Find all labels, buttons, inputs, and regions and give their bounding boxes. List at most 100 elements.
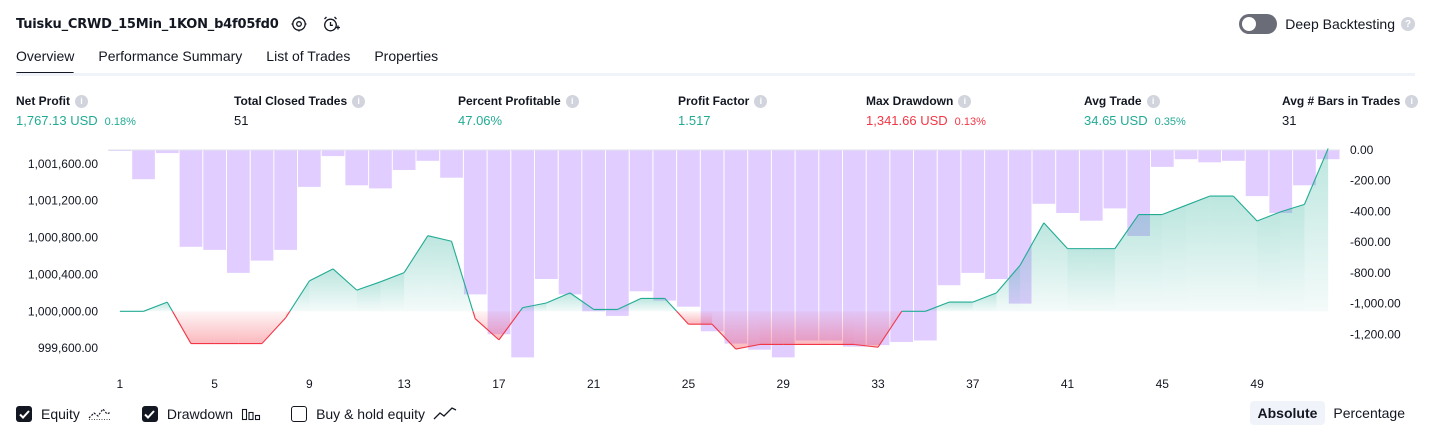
tab-overview[interactable]: Overview xyxy=(16,44,75,75)
equity-line-segment xyxy=(289,280,310,312)
drawdown-tick-label: -200.00 xyxy=(1350,174,1391,188)
equity-line-segment xyxy=(1256,211,1281,222)
metric-label: Net Profit xyxy=(16,94,70,108)
equity-area-segment xyxy=(238,311,262,344)
legend-label: Equity xyxy=(41,406,80,422)
drawdown-bar xyxy=(179,150,203,247)
equity-line-icon xyxy=(88,407,112,421)
drawdown-bar xyxy=(724,150,748,344)
metric-percent: 0.18% xyxy=(104,116,136,128)
checkbox-unchecked-icon[interactable] xyxy=(291,406,308,422)
equity-line-segment xyxy=(1303,148,1329,205)
equity-area-segment xyxy=(854,311,878,348)
equity-drawdown-chart[interactable]: 1,001,600.00 1,001,200.00 1,000,800.00 1,00… xyxy=(0,140,1431,398)
drawdown-bar xyxy=(274,150,297,250)
gear-icon[interactable] xyxy=(287,12,311,36)
drawdown-bar xyxy=(1151,150,1174,167)
metric-value: 34.65 USD xyxy=(1084,113,1148,128)
info-icon[interactable]: i xyxy=(352,94,366,108)
info-icon[interactable]: i xyxy=(958,94,972,108)
metric-percent: 0.13% xyxy=(954,116,986,128)
metric-label: Total Closed Trades xyxy=(234,94,348,108)
info-icon[interactable]: i xyxy=(1146,94,1160,108)
checkbox-checked-icon[interactable] xyxy=(141,406,158,422)
drawdown-bar xyxy=(843,150,866,347)
drawdown-bar xyxy=(440,150,463,178)
tab-performance-summary[interactable]: Performance Summary xyxy=(98,48,243,64)
info-icon[interactable]: i xyxy=(1405,94,1419,108)
percentage-button[interactable]: Percentage xyxy=(1333,405,1405,421)
drawdown-bar xyxy=(1222,150,1245,161)
equity-tick-label: 1,001,600.00 xyxy=(28,157,98,171)
metric-net-profit: Net Profit i 1,767.13 USD 0.18% xyxy=(16,93,136,129)
equity-area-segment xyxy=(783,311,807,345)
metric-value: 51 xyxy=(234,113,249,128)
drawdown-bar xyxy=(795,150,819,341)
equity-line-segment xyxy=(285,311,291,319)
equity-area-segment xyxy=(1067,248,1092,312)
drawdown-bar xyxy=(1245,150,1269,197)
drawdown-bar xyxy=(1198,150,1221,163)
metric-value: 1,341.66 USD xyxy=(866,113,948,128)
drawdown-bar xyxy=(1079,150,1103,221)
legend-label: Buy & hold equity xyxy=(316,406,426,422)
equity-tick-label: 1,001,200.00 xyxy=(28,194,98,208)
tab-list-of-trades[interactable]: List of Trades xyxy=(266,48,351,64)
equity-line-segment xyxy=(569,292,595,310)
equity-line-segment xyxy=(380,272,405,283)
equity-area-segment xyxy=(1020,222,1044,312)
absolute-button[interactable]: Absolute xyxy=(1249,401,1326,425)
metric-label: Percent Profitable xyxy=(458,94,561,108)
equity-line-segment xyxy=(472,311,476,319)
legend-equity[interactable]: Equity xyxy=(16,406,112,422)
metric-profit-factor: Profit Factor i 1.517 xyxy=(678,93,768,129)
info-icon[interactable]: i xyxy=(75,94,88,108)
drawdown-bar xyxy=(937,150,961,286)
equity-line-segment xyxy=(664,298,678,312)
tab-properties[interactable]: Properties xyxy=(374,48,439,64)
drawdown-bar xyxy=(535,150,558,279)
trade-tick-label: 5 xyxy=(211,377,218,391)
drawdown-bar xyxy=(227,150,250,273)
equity-area-segment xyxy=(1114,214,1139,312)
legend-buy-hold[interactable]: Buy & hold equity xyxy=(291,406,457,422)
drawdown-bar xyxy=(653,150,677,301)
metric-percent-profitable: Percent Profitable i 47.06% xyxy=(458,93,579,129)
drawdown-bar xyxy=(985,150,1008,279)
metric-label: Max Drawdown xyxy=(866,94,954,108)
equity-line-segment xyxy=(474,318,500,341)
metric-avg-bars: Avg # Bars in Trades i 31 xyxy=(1282,93,1419,129)
trend-line-icon xyxy=(433,407,457,421)
equity-line-segment xyxy=(546,292,571,304)
bar-chart-icon xyxy=(241,407,261,421)
trade-tick-label: 13 xyxy=(397,377,411,391)
equity-area-segment xyxy=(1280,204,1305,312)
deep-backtesting-toggle[interactable] xyxy=(1239,14,1278,34)
drawdown-tick-label: 0.00 xyxy=(1350,143,1374,157)
info-icon[interactable]: i xyxy=(754,94,768,108)
legend-drawdown[interactable]: Drawdown xyxy=(141,406,261,422)
checkbox-checked-icon[interactable] xyxy=(16,406,32,422)
drawdown-bar xyxy=(298,150,321,187)
equity-area-segment xyxy=(309,268,334,312)
drawdown-bar xyxy=(629,150,653,292)
equity-line-segment xyxy=(676,310,689,325)
display-mode-switch: Absolute Percentage xyxy=(1249,401,1414,425)
drawdown-bar xyxy=(155,150,179,154)
drawdown-bar xyxy=(1032,150,1056,204)
equity-line-segment xyxy=(356,281,381,291)
help-icon[interactable]: ? xyxy=(1401,17,1415,31)
equity-line-segment xyxy=(519,307,524,312)
drawdown-bar xyxy=(345,150,369,186)
equity-area-segment xyxy=(404,235,428,312)
drawdown-bar xyxy=(132,150,155,180)
drawdown-bar xyxy=(392,150,416,170)
drawdown-bar xyxy=(487,150,511,335)
metric-value: 1,767.13 USD xyxy=(16,113,98,128)
alarm-clock-plus-icon[interactable] xyxy=(319,12,343,36)
drawdown-bar xyxy=(1293,150,1316,186)
equity-area-segment xyxy=(546,292,570,312)
equity-area-segment xyxy=(641,298,665,312)
info-icon[interactable]: i xyxy=(565,94,579,108)
equity-line-segment xyxy=(1043,222,1068,249)
